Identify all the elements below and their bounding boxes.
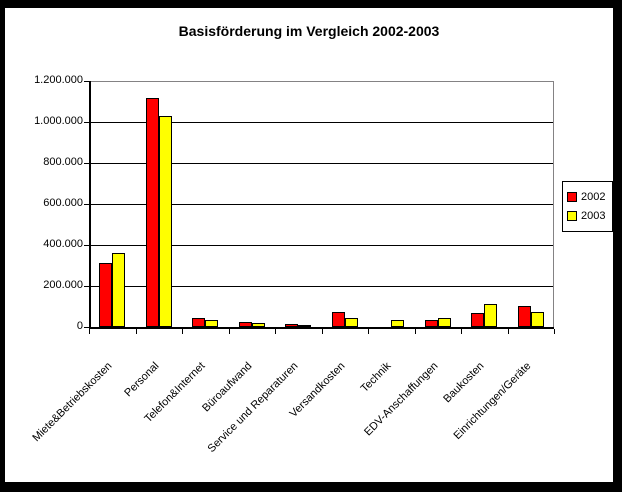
legend-swatch-2003 <box>567 211 577 221</box>
bar-2003-telefon-internet <box>205 320 218 327</box>
x-axis-tick <box>322 329 323 334</box>
y-axis-tick-label: 800.000 <box>43 156 83 168</box>
bar-2002-baukosten <box>471 313 484 327</box>
plot-border-top <box>89 81 554 82</box>
legend-item-2003: 2003 <box>567 210 608 222</box>
bar-2003-b-roaufwand <box>252 323 265 327</box>
legend-swatch-2002 <box>567 192 577 202</box>
y-axis-tick <box>84 245 89 246</box>
gridline <box>91 204 553 205</box>
bar-2003-baukosten <box>484 304 497 327</box>
y-axis-tick-label: 400.000 <box>43 238 83 250</box>
y-axis-tick <box>84 286 89 287</box>
gridline <box>91 122 553 123</box>
bar-2003-service-und-reparaturen <box>298 325 311 327</box>
bar-2002-miete-betriebskosten <box>99 263 112 327</box>
x-axis-tick <box>275 329 276 334</box>
y-axis-tick <box>84 204 89 205</box>
x-axis-tick <box>229 329 230 334</box>
bar-2002-versandkosten <box>332 312 345 327</box>
x-axis-tick <box>136 329 137 334</box>
y-axis-tick <box>84 327 89 328</box>
gridline <box>91 163 553 164</box>
legend-label-2003: 2003 <box>581 210 606 222</box>
y-axis-tick-label: 1.000.000 <box>34 115 83 127</box>
x-axis <box>89 327 554 329</box>
x-axis-tick <box>508 329 509 334</box>
gridline <box>91 245 553 246</box>
bar-2002-service-und-reparaturen <box>285 324 298 327</box>
y-axis-tick-label: 200.000 <box>43 279 83 291</box>
bar-2002-b-roaufwand <box>239 322 252 327</box>
legend-item-2002: 2002 <box>567 191 608 203</box>
y-axis <box>89 81 91 329</box>
y-axis-tick-label: 1.200.000 <box>34 74 83 86</box>
legend-label-2002: 2002 <box>581 191 606 203</box>
plot-area <box>89 81 554 329</box>
y-axis-tick-label: 600.000 <box>43 197 83 209</box>
legend: 2002 2003 <box>562 181 613 232</box>
y-axis-tick-label: 0 <box>76 320 83 332</box>
bar-2003-technik <box>391 320 404 327</box>
y-axis-tick <box>84 122 89 123</box>
plot-border-right <box>553 81 554 329</box>
bar-2002-einrichtungen-ger-te <box>518 306 531 327</box>
y-axis-tick <box>84 163 89 164</box>
bar-2002-edv-anschaffungen <box>425 320 438 327</box>
bar-2003-versandkosten <box>345 318 358 327</box>
bar-2003-miete-betriebskosten <box>112 253 125 327</box>
x-axis-tick <box>89 329 90 334</box>
bar-2002-telefon-internet <box>192 318 205 327</box>
x-axis-tick <box>461 329 462 334</box>
x-axis-tick <box>182 329 183 334</box>
bar-2003-edv-anschaffungen <box>438 318 451 327</box>
x-axis-tick <box>415 329 416 334</box>
x-axis-tick <box>554 329 555 334</box>
bar-2002-personal <box>146 98 159 327</box>
bar-2003-einrichtungen-ger-te <box>531 312 544 327</box>
bar-2003-personal <box>159 116 172 327</box>
y-axis-tick <box>84 81 89 82</box>
x-axis-tick <box>368 329 369 334</box>
gridline <box>91 286 553 287</box>
chart-title: Basisförderung im Vergleich 2002-2003 <box>178 23 440 39</box>
chart-canvas: Basisförderung im Vergleich 2002-2003 1.… <box>5 8 613 482</box>
